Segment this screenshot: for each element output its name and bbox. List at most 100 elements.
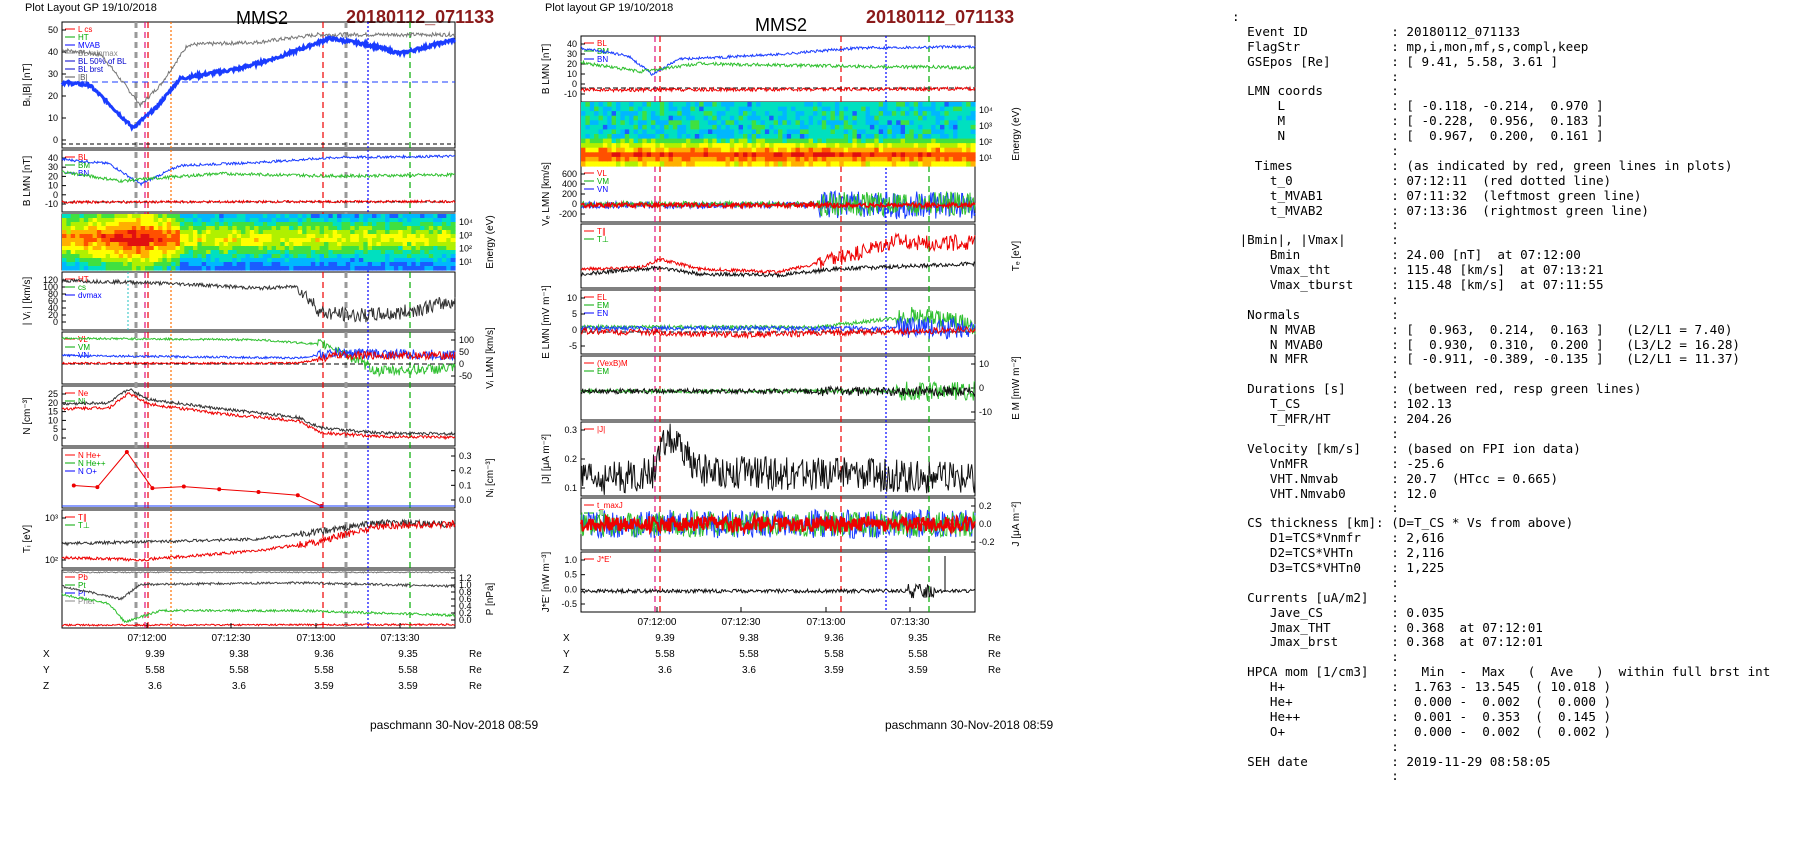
y-tick-label: 40 bbox=[567, 39, 577, 49]
spectrogram-cell bbox=[350, 222, 356, 227]
spectrogram-cell bbox=[372, 258, 377, 263]
spectrogram-cell bbox=[337, 254, 343, 259]
spectrogram-cell bbox=[782, 120, 788, 126]
spectrogram-cell bbox=[441, 254, 447, 259]
spectrogram-cell bbox=[681, 129, 687, 135]
spectrogram-cell bbox=[407, 222, 412, 227]
spectrogram-cell bbox=[118, 250, 124, 255]
spectrogram-cell bbox=[411, 254, 417, 259]
left-panel-frame bbox=[61, 271, 456, 331]
spectrogram-cell bbox=[931, 156, 937, 163]
spectrogram-cell bbox=[166, 266, 172, 271]
spectrogram-cell bbox=[206, 266, 212, 271]
spectrogram-cell bbox=[79, 214, 85, 219]
spectrogram-cell bbox=[953, 102, 959, 108]
spectrogram-cell bbox=[118, 238, 124, 243]
spectrogram-cell bbox=[734, 134, 740, 140]
spectrogram-cell bbox=[756, 138, 762, 144]
spectrogram-cell bbox=[380, 250, 386, 255]
spectrogram-cell bbox=[358, 238, 364, 243]
spectrogram-cell bbox=[935, 102, 941, 108]
spectrogram-cell bbox=[834, 106, 840, 112]
spectrogram-cell bbox=[948, 152, 954, 158]
spectrogram-cell bbox=[70, 242, 76, 247]
spectrogram-cell bbox=[747, 111, 753, 117]
spectrogram-cell bbox=[646, 124, 652, 131]
spectrogram-cell bbox=[363, 234, 369, 239]
spectrogram-cell bbox=[258, 214, 264, 219]
spectrogram-cell bbox=[446, 250, 452, 255]
spectrogram-cell bbox=[350, 230, 356, 235]
spectrogram-cell bbox=[363, 262, 369, 267]
spectrogram-cell bbox=[922, 134, 928, 140]
spectrogram-cell bbox=[944, 152, 950, 158]
spectrogram-cell bbox=[324, 266, 329, 271]
spectrogram-cell bbox=[179, 222, 185, 227]
spectrogram-cell bbox=[677, 134, 683, 140]
spectrogram-cell bbox=[206, 230, 212, 235]
spectrogram-cell bbox=[446, 258, 452, 263]
spectrogram-cell bbox=[437, 230, 443, 235]
spectrogram-cell bbox=[808, 143, 814, 149]
spectrogram-cell bbox=[153, 266, 159, 271]
vl-series bbox=[61, 336, 456, 378]
spectrogram-cell bbox=[686, 138, 692, 144]
spectrogram-cell bbox=[310, 262, 316, 267]
spectrogram-cell bbox=[153, 218, 159, 223]
spectrogram-cell bbox=[677, 147, 683, 153]
spectrogram-cell bbox=[188, 242, 194, 247]
spectrogram-cell bbox=[948, 156, 954, 163]
spectrogram-cell bbox=[620, 124, 626, 131]
spectrogram-cell bbox=[764, 106, 770, 112]
spectrogram-cell bbox=[970, 106, 976, 112]
spectrogram-cell bbox=[821, 138, 827, 144]
spectrogram-cell bbox=[345, 214, 351, 219]
spectrogram-cell bbox=[817, 102, 823, 108]
position-value: 9.38 bbox=[229, 649, 249, 660]
spectrogram-cell bbox=[878, 134, 884, 140]
spectrogram-cell bbox=[865, 102, 871, 108]
y-tick-label: 20 bbox=[48, 310, 58, 320]
spectrogram-cell bbox=[402, 262, 408, 267]
spectrogram-cell bbox=[874, 124, 880, 131]
spectrogram-cell bbox=[341, 230, 347, 235]
spectrogram-cell bbox=[262, 266, 268, 271]
spectrogram-cell bbox=[782, 156, 788, 163]
spectrogram-cell bbox=[808, 147, 814, 153]
spectrogram-cell bbox=[681, 138, 687, 144]
spectrogram-cell bbox=[249, 234, 255, 239]
spectrogram-cell bbox=[712, 124, 718, 131]
spectrogram-cell bbox=[424, 250, 430, 255]
spectrogram-cell bbox=[896, 134, 902, 140]
spectrogram-cell bbox=[830, 147, 836, 153]
spectrogram-cell bbox=[799, 120, 805, 126]
spectrogram-cell bbox=[158, 266, 164, 271]
position-value: 3.59 bbox=[824, 665, 844, 676]
vexb-series bbox=[580, 384, 976, 397]
spectrogram-cell bbox=[843, 143, 849, 149]
spectrogram-cell bbox=[659, 138, 665, 144]
spectrogram-cell bbox=[931, 138, 937, 144]
spectrogram-cell bbox=[249, 222, 255, 227]
spectrogram-cell bbox=[834, 147, 840, 153]
spectrogram-cell bbox=[826, 115, 832, 121]
spectrogram-cell bbox=[241, 222, 246, 227]
spectrogram-cell bbox=[123, 262, 129, 267]
spectrogram-cell bbox=[861, 156, 867, 163]
y-axis-label: N [cm⁻³] bbox=[22, 397, 33, 435]
spectrogram-cell bbox=[393, 246, 399, 251]
spectrogram-cell bbox=[236, 250, 242, 255]
spectrogram-cell bbox=[219, 258, 225, 263]
spectrogram-cell bbox=[856, 115, 862, 121]
spectrogram-cell bbox=[905, 143, 910, 149]
spectrogram-cell bbox=[393, 222, 399, 227]
spectrogram-cell bbox=[738, 147, 744, 153]
spectrogram-cell bbox=[433, 258, 439, 263]
spectrogram-cell bbox=[188, 218, 194, 223]
spectrogram-cell bbox=[341, 254, 347, 259]
spectrogram-cell bbox=[70, 222, 76, 227]
spectrogram-cell bbox=[795, 147, 801, 153]
spectrogram-cell bbox=[223, 238, 229, 243]
spectrogram-cell bbox=[642, 111, 648, 117]
spectrogram-cell bbox=[703, 120, 709, 126]
